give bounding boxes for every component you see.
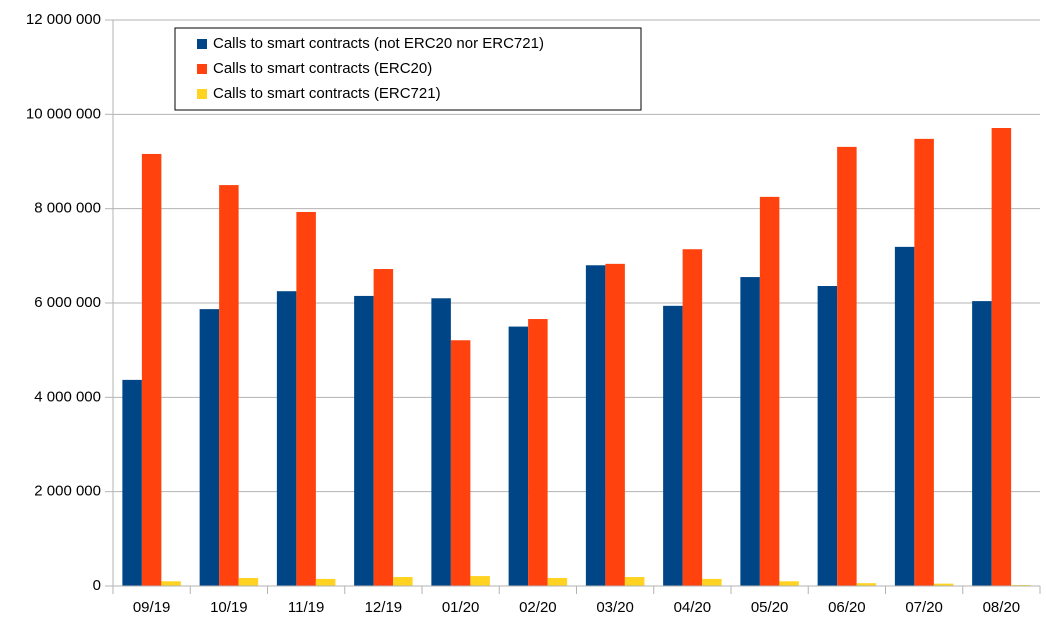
bar [199, 309, 220, 586]
bar [393, 577, 413, 586]
legend-swatch [197, 89, 207, 99]
bar [238, 577, 259, 586]
y-tick-label: 10 000 000 [26, 105, 101, 122]
bar [663, 305, 683, 586]
bar [740, 277, 760, 586]
y-tick-label: 12 000 000 [26, 11, 101, 28]
legend-box [174, 27, 642, 111]
legend-swatch [197, 39, 207, 49]
bar [933, 583, 954, 586]
bar [759, 196, 780, 586]
x-tick-label: 11/19 [288, 599, 324, 616]
y-tick-label: 0 [93, 577, 101, 594]
legend-label: Calls to smart contracts (ERC20) [213, 60, 432, 77]
legend-label: Calls to smart contracts (not ERC20 nor … [213, 35, 544, 52]
x-tick-label: 07/20 [905, 599, 943, 616]
bar [779, 581, 799, 586]
bar [450, 340, 471, 586]
bar [547, 577, 568, 586]
y-tick-label: 4 000 000 [34, 388, 101, 405]
bar [508, 326, 529, 586]
x-tick-label: 05/20 [751, 599, 789, 616]
x-tick-label: 02/20 [519, 599, 557, 616]
x-tick-label: 12/19 [365, 599, 403, 616]
bar [161, 581, 181, 586]
x-tick-label: 10/19 [210, 599, 248, 616]
bar [817, 286, 838, 586]
x-tick-label: 01/20 [442, 599, 480, 616]
bar [991, 128, 1012, 587]
bar [528, 319, 548, 586]
legend-label: Calls to smart contracts (ERC721) [213, 85, 441, 102]
x-tick-label: 04/20 [674, 599, 712, 616]
bar [373, 269, 394, 586]
bar [470, 576, 490, 586]
y-tick-label: 6 000 000 [34, 294, 101, 311]
bar [585, 265, 606, 586]
bar [624, 577, 645, 586]
bar [276, 291, 297, 586]
bar [605, 263, 625, 586]
x-tick-label: 08/20 [983, 599, 1021, 616]
bar [315, 578, 336, 586]
bar [856, 583, 877, 586]
x-tick-label: 09/19 [133, 599, 171, 616]
bar [122, 379, 142, 586]
bar [837, 146, 857, 586]
bar [354, 295, 374, 586]
bar [141, 153, 162, 586]
bar [914, 138, 934, 587]
bar [296, 211, 316, 587]
bar [682, 249, 703, 587]
bar [972, 301, 992, 586]
legend-swatch [197, 64, 207, 74]
bar [702, 578, 722, 586]
bar [219, 185, 239, 587]
bar [431, 298, 451, 586]
x-tick-label: 03/20 [596, 599, 634, 616]
y-tick-label: 8 000 000 [34, 200, 101, 217]
x-tick-label: 06/20 [828, 599, 866, 616]
y-tick-label: 2 000 000 [34, 483, 101, 500]
bar [894, 246, 915, 586]
